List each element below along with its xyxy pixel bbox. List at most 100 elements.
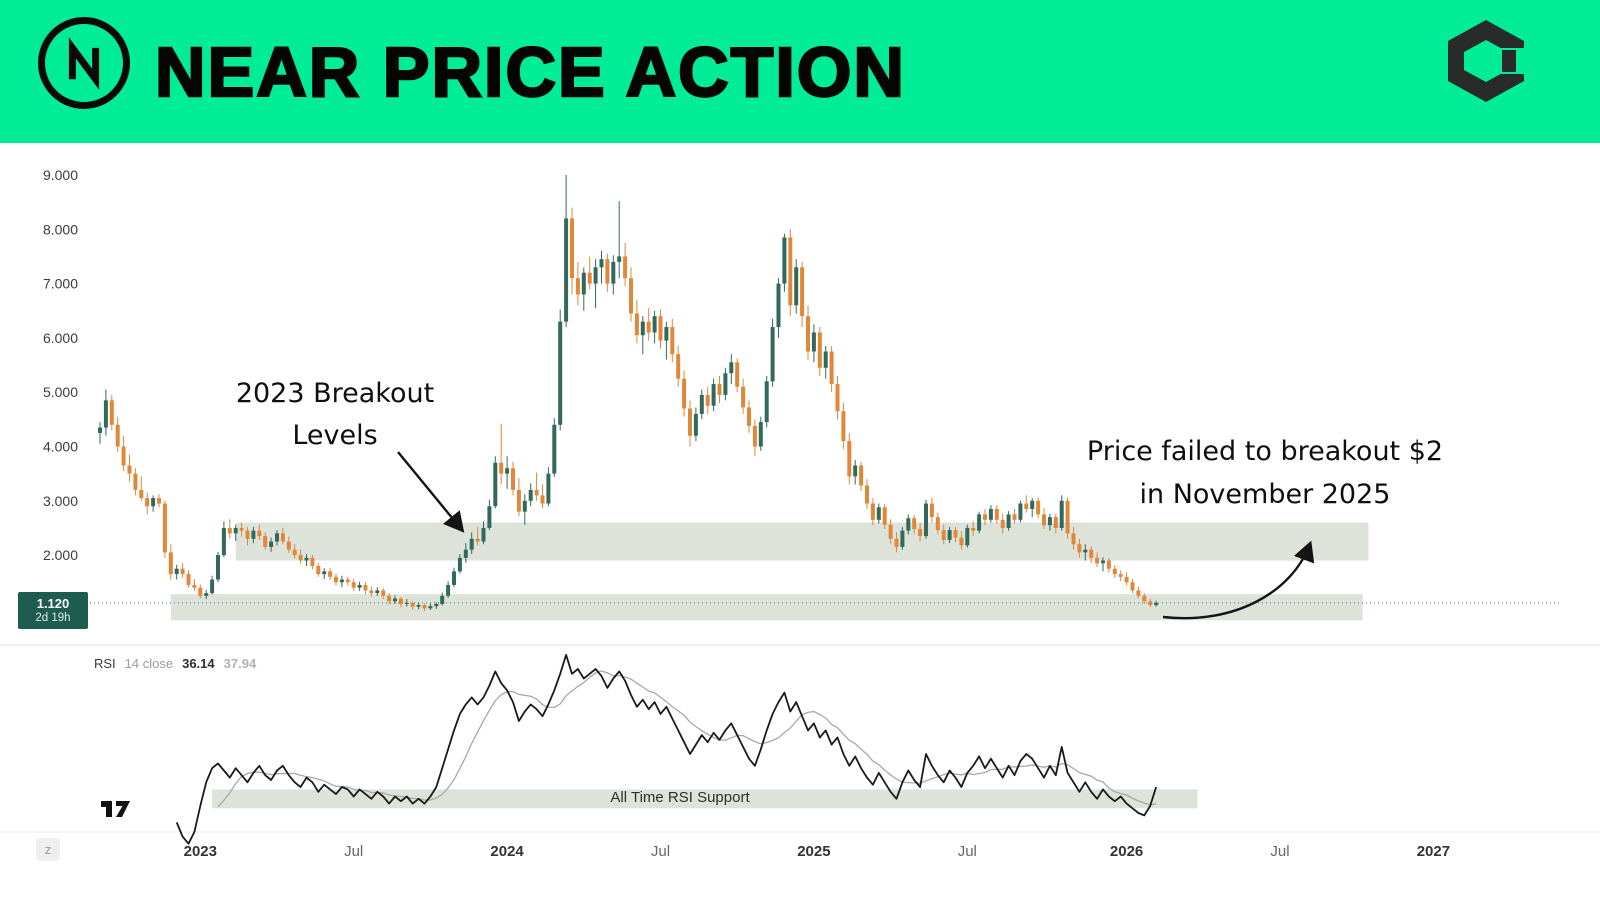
price-scale-label[interactable]: 5.000: [43, 384, 78, 400]
candle-body: [387, 595, 392, 602]
candle-body: [817, 332, 822, 368]
rsi-line: [175, 654, 1157, 845]
candle-body: [664, 327, 669, 341]
candle-body: [564, 218, 569, 322]
candle-body: [534, 489, 539, 496]
candle-body: [180, 568, 185, 575]
candle-body: [735, 362, 740, 387]
rsi-support-band[interactable]: [212, 789, 1198, 809]
candle-body: [947, 530, 952, 540]
candle-body: [699, 394, 704, 414]
time-scale-label[interactable]: Jul: [1270, 843, 1289, 860]
candle-body: [251, 530, 256, 539]
candle-body: [747, 407, 751, 426]
page-title: NEAR PRICE ACTION: [154, 31, 906, 112]
candle-body: [363, 584, 368, 591]
price-scale-label[interactable]: 3.000: [43, 493, 78, 509]
candle-body: [558, 321, 563, 425]
candle-body: [1089, 549, 1094, 558]
candle-body: [404, 602, 409, 604]
candle-body: [422, 605, 427, 609]
rsi-support-label[interactable]: All Time RSI Support: [610, 789, 750, 806]
tradingview-logo-icon[interactable]: [98, 797, 134, 826]
candle-body: [788, 237, 793, 306]
candle-body: [310, 557, 315, 566]
candle-body: [174, 568, 179, 575]
candle-body: [1012, 514, 1017, 520]
price-scale-label[interactable]: 7.000: [43, 276, 78, 292]
hotkey-hint: z: [36, 838, 60, 861]
candle-body: [162, 503, 167, 553]
candle-body: [369, 590, 374, 594]
candle-body: [546, 473, 551, 504]
candle-body: [457, 557, 462, 572]
time-scale-label[interactable]: 2027: [1417, 843, 1450, 860]
candle-body: [416, 605, 421, 607]
candle-body: [705, 394, 710, 406]
last-price-badge[interactable]: 1.120 2d 19h: [18, 592, 88, 629]
candle-body: [440, 595, 445, 604]
candle-body: [133, 473, 138, 490]
candle-body: [475, 538, 480, 542]
candle-body: [198, 587, 203, 596]
candle-body: [257, 530, 262, 537]
candle-body: [629, 278, 633, 314]
annotation-line: in November 2025: [1139, 479, 1391, 510]
candle-body: [587, 272, 592, 284]
rsi-ma-value: 37.94: [223, 656, 257, 671]
time-scale-label[interactable]: 2025: [797, 843, 830, 860]
candle-body: [1000, 519, 1005, 528]
candle-body: [280, 533, 285, 542]
candle-body: [935, 517, 940, 531]
candle-body: [434, 603, 439, 607]
candle-body: [151, 498, 156, 507]
candle-body: [1083, 549, 1088, 553]
candle-body: [487, 506, 492, 528]
price-scale-label[interactable]: 2.000: [43, 547, 78, 563]
candle-body: [693, 413, 698, 436]
candle-body: [794, 267, 799, 306]
hexagon-logo-icon: [1448, 20, 1532, 102]
candle-body: [1118, 574, 1123, 577]
candle-body: [658, 316, 663, 341]
price-band-all-time-support[interactable]: [170, 594, 1363, 621]
candle-body: [617, 256, 622, 262]
annotation-2023-breakout[interactable]: 2023 Breakout Levels: [200, 373, 470, 457]
price-scale-label[interactable]: 9.000: [43, 167, 78, 183]
time-scale-label[interactable]: Jul: [344, 843, 363, 860]
last-price-value: 1.120: [36, 596, 70, 611]
price-band-2023-breakout-level[interactable]: [235, 522, 1369, 561]
candle-body: [918, 529, 923, 537]
candle-body: [1154, 602, 1159, 606]
candle-body: [1077, 544, 1082, 553]
candle-body: [841, 411, 846, 442]
candle-body: [752, 425, 757, 447]
price-scale-label[interactable]: 6.000: [43, 330, 78, 346]
near-n-icon: [68, 37, 100, 90]
annotation-failed-breakout[interactable]: Price failed to breakout $2 in November …: [1050, 430, 1480, 516]
candle-body: [859, 465, 864, 486]
candle-body: [835, 384, 840, 412]
candle-body: [345, 579, 350, 583]
candle-body: [906, 518, 911, 531]
candle-body: [646, 321, 651, 333]
candle-body: [717, 384, 722, 395]
time-scale-label[interactable]: Jul: [651, 843, 670, 860]
candle-body: [245, 530, 250, 539]
candle-body: [575, 278, 580, 295]
candle-body: [393, 598, 397, 602]
rsi-legend[interactable]: RSI 14 close 36.14 37.94: [94, 656, 256, 671]
price-scale-label[interactable]: 4.000: [43, 439, 78, 455]
time-scale-label[interactable]: 2024: [490, 843, 524, 860]
time-scale-label[interactable]: 2023: [184, 843, 217, 860]
price-scale-label[interactable]: 8.000: [43, 221, 78, 237]
candle-body: [688, 408, 692, 436]
candle-body: [676, 354, 681, 379]
time-scale-label[interactable]: Jul: [958, 843, 977, 860]
candle-body: [186, 574, 191, 585]
candle-body: [1024, 503, 1029, 509]
candle-body: [1130, 582, 1135, 591]
candle-body: [988, 508, 993, 520]
candle-body: [109, 400, 114, 425]
time-scale-label[interactable]: 2026: [1110, 843, 1143, 860]
